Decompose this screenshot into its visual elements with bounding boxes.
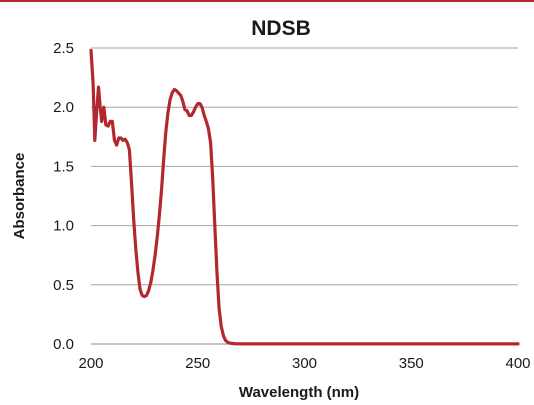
y-axis-label: Absorbance <box>11 153 28 240</box>
x-tick-label: 250 <box>185 355 210 372</box>
y-tick-label: 1.0 <box>53 218 74 235</box>
x-tick-label: 200 <box>78 355 103 372</box>
x-tick-label: 350 <box>399 355 424 372</box>
x-axis-label: Wavelength (nm) <box>239 384 359 401</box>
y-tick-label: 1.5 <box>53 158 74 175</box>
y-tick-label: 0.5 <box>53 277 74 294</box>
chart-title: NDSB <box>251 17 311 40</box>
y-tick-label: 2.0 <box>53 99 74 116</box>
x-tick-label: 400 <box>505 355 530 372</box>
y-ticks: 0.0 0.5 1.0 1.5 2.0 2.5 <box>53 40 74 353</box>
series-layer <box>89 48 520 346</box>
y-tick-label: 2.5 <box>53 40 74 57</box>
series-line-absorbance <box>89 48 520 346</box>
header-rule <box>0 0 534 2</box>
x-tick-label: 300 <box>292 355 317 372</box>
y-tick-label: 0.0 <box>53 336 74 353</box>
x-ticks: 200 250 300 350 400 <box>78 355 530 372</box>
